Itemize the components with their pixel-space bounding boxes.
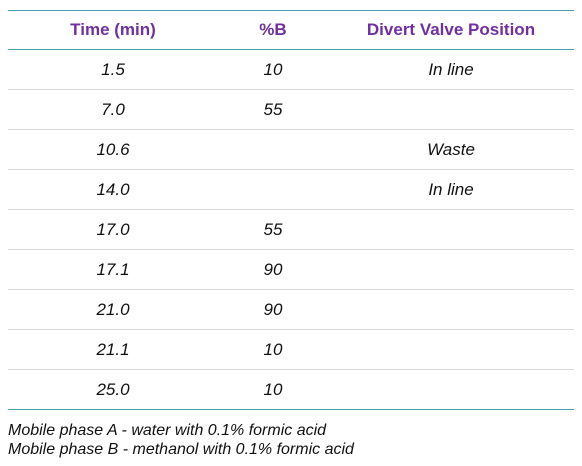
header-row: Time (min) %B Divert Valve Position	[8, 10, 574, 50]
header-time: Time (min)	[8, 10, 218, 50]
cell-percent-b: 10	[218, 49, 328, 90]
table-row: 7.0 55	[8, 89, 574, 130]
gradient-table: Time (min) %B Divert Valve Position 1.5 …	[8, 10, 574, 410]
cell-divert-valve	[328, 89, 574, 130]
table-row: 10.6 Waste	[8, 129, 574, 170]
table-row: 17.1 90	[8, 249, 574, 290]
cell-divert-valve	[328, 369, 574, 410]
gradient-table-container: Time (min) %B Divert Valve Position 1.5 …	[8, 10, 574, 410]
cell-percent-b: 10	[218, 369, 328, 410]
table-row: 17.0 55	[8, 209, 574, 250]
cell-divert-valve	[328, 249, 574, 290]
table-row: 21.1 10	[8, 329, 574, 370]
table-body: 1.5 10 In line 7.0 55 10.6 Waste 14.0 In…	[8, 49, 574, 410]
cell-time: 25.0	[8, 369, 218, 410]
cell-divert-valve: In line	[328, 169, 574, 210]
footnotes: Mobile phase A - water with 0.1% formic …	[8, 421, 354, 459]
cell-time: 14.0	[8, 169, 218, 210]
cell-time: 21.0	[8, 289, 218, 330]
cell-percent-b	[218, 169, 328, 210]
cell-percent-b: 90	[218, 249, 328, 290]
cell-percent-b: 55	[218, 89, 328, 130]
table-row: 25.0 10	[8, 369, 574, 410]
cell-time: 10.6	[8, 129, 218, 170]
cell-divert-valve	[328, 209, 574, 250]
cell-percent-b: 90	[218, 289, 328, 330]
table-header: Time (min) %B Divert Valve Position	[8, 10, 574, 50]
footnote-mobile-phase-a: Mobile phase A - water with 0.1% formic …	[8, 422, 327, 439]
cell-percent-b	[218, 129, 328, 170]
cell-time: 17.0	[8, 209, 218, 250]
cell-divert-valve: Waste	[328, 129, 574, 170]
cell-percent-b: 55	[218, 209, 328, 250]
header-percent-b: %B	[218, 10, 328, 50]
table-row: 1.5 10 In line	[8, 49, 574, 90]
cell-divert-valve: In line	[328, 49, 574, 90]
table-row: 21.0 90	[8, 289, 574, 330]
cell-time: 21.1	[8, 329, 218, 370]
cell-percent-b: 10	[218, 329, 328, 370]
cell-divert-valve	[328, 289, 574, 330]
table-row: 14.0 In line	[8, 169, 574, 210]
cell-time: 7.0	[8, 89, 218, 130]
cell-time: 17.1	[8, 249, 218, 290]
cell-time: 1.5	[8, 49, 218, 90]
header-divert-valve-position: Divert Valve Position	[328, 10, 574, 50]
footnote-mobile-phase-b: Mobile phase B - methanol with 0.1% form…	[8, 441, 354, 458]
cell-divert-valve	[328, 329, 574, 370]
